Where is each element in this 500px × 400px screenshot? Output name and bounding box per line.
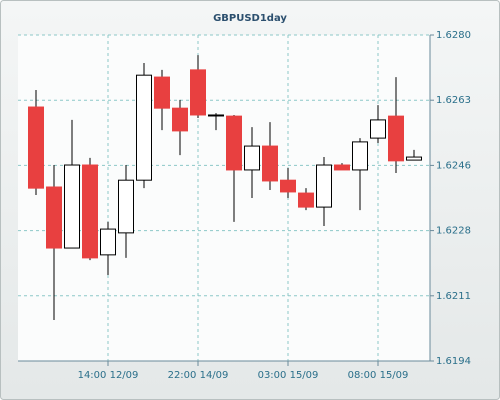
- candle-body: [136, 74, 152, 181]
- candle-body: [226, 115, 242, 171]
- x-tick-label: 08:00 15/09: [348, 370, 409, 381]
- candle-body: [388, 115, 404, 162]
- candle-body: [28, 106, 44, 189]
- y-tick-label: 1.6280: [436, 30, 471, 41]
- candle-body: [154, 76, 170, 109]
- candle-body: [100, 228, 116, 256]
- candle-body: [370, 119, 386, 139]
- candle-body: [406, 156, 422, 161]
- candle-body: [334, 164, 350, 171]
- y-tick-label: 1.6263: [436, 95, 471, 106]
- x-tick-label: 14:00 12/09: [78, 370, 139, 381]
- y-tick-label: 1.6228: [436, 226, 471, 237]
- x-tick-label: 22:00 14/09: [168, 370, 229, 381]
- candle-body: [64, 164, 80, 249]
- candle-body: [82, 164, 98, 259]
- candle-body: [172, 107, 188, 132]
- y-tick-label: 1.6246: [436, 160, 471, 171]
- candle-body: [316, 164, 332, 208]
- chart-title: GBPUSD1day: [213, 13, 287, 24]
- candle-body: [46, 186, 62, 249]
- candle-body: [208, 114, 224, 117]
- candle-body: [190, 69, 206, 116]
- candle-body: [244, 145, 260, 171]
- y-tick-label: 1.6211: [436, 291, 471, 302]
- candle-body: [352, 141, 368, 171]
- candle-body: [262, 145, 278, 182]
- x-tick-label: 03:00 15/09: [258, 370, 319, 381]
- candle-body: [280, 179, 296, 193]
- y-tick-label: 1.6194: [436, 356, 471, 367]
- candle-body: [118, 179, 134, 234]
- candle-body: [298, 192, 314, 208]
